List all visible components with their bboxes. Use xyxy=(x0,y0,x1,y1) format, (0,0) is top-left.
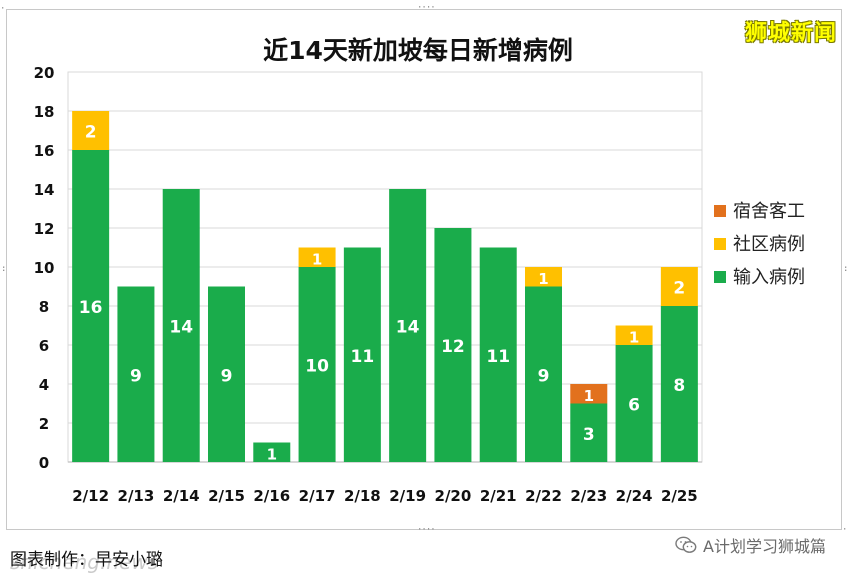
wechat-account-name: A计划学习狮城篇 xyxy=(703,537,826,556)
resize-handle-right[interactable]: : xyxy=(843,264,849,274)
x-tick-label: 2/19 xyxy=(389,487,426,505)
data-label: 2 xyxy=(85,123,97,143)
bar-segment xyxy=(389,189,427,462)
wechat-icon xyxy=(675,536,697,554)
bar-segment xyxy=(434,228,472,462)
bar-segment xyxy=(72,150,110,462)
resize-handle-bottom-right[interactable]: · xyxy=(842,525,848,535)
data-label: 9 xyxy=(130,366,142,386)
data-label: 11 xyxy=(351,347,375,367)
bar-segment xyxy=(615,345,653,462)
data-label: 1 xyxy=(312,250,322,268)
bar-segment xyxy=(298,247,336,267)
bar-segment xyxy=(298,267,336,462)
bar-segment xyxy=(162,189,200,462)
y-tick-label: 20 xyxy=(34,64,55,82)
x-tick-label: 2/17 xyxy=(299,487,336,505)
y-tick-label: 10 xyxy=(34,259,55,277)
site-watermark: shicheng.news xyxy=(10,550,159,574)
legend-label: 输入病例 xyxy=(733,267,805,288)
bar-segment xyxy=(660,306,698,462)
y-tick-label: 12 xyxy=(34,220,55,238)
bar-segment xyxy=(525,267,562,287)
legend-swatch xyxy=(714,205,726,217)
resize-handle-left[interactable]: : xyxy=(1,264,7,274)
bar-segment xyxy=(479,247,517,462)
bar-segment xyxy=(253,442,291,462)
data-label: 16 xyxy=(79,298,103,318)
data-label: 9 xyxy=(538,366,550,386)
bar-segment xyxy=(72,111,110,150)
x-tick-label: 2/15 xyxy=(208,487,245,505)
data-label: 6 xyxy=(628,396,640,416)
chart-credit: 图表制作：早安小璐 xyxy=(10,550,163,570)
y-tick-label: 0 xyxy=(39,454,49,472)
data-label: 11 xyxy=(486,347,510,367)
resize-handle-top-left[interactable]: · xyxy=(0,4,6,14)
data-label: 14 xyxy=(169,318,193,338)
data-label: 1 xyxy=(584,387,594,405)
bar-segment xyxy=(570,384,608,404)
legend-label: 社区病例 xyxy=(733,234,805,255)
y-tick-label: 6 xyxy=(39,337,49,355)
chart: 近14天新加坡每日新增病例024681012141618201622/1292/… xyxy=(34,36,805,505)
resize-handle-bottom[interactable]: ···· xyxy=(417,525,436,535)
x-tick-label: 2/21 xyxy=(480,487,517,505)
x-tick-label: 2/25 xyxy=(661,487,698,505)
x-tick-label: 2/13 xyxy=(118,487,155,505)
x-tick-label: 2/24 xyxy=(616,487,653,505)
bar-segment xyxy=(525,286,562,462)
chart-title: 近14天新加坡每日新增病例 xyxy=(263,36,573,65)
y-tick-label: 14 xyxy=(34,181,55,199)
bar-segment xyxy=(660,267,698,306)
legend-label: 宿舍客工 xyxy=(733,201,805,222)
bar-segment xyxy=(208,286,245,462)
wechat-account: A计划学习狮城篇 xyxy=(675,533,826,557)
data-label: 1 xyxy=(538,270,548,288)
y-tick-label: 2 xyxy=(39,415,49,433)
data-label: 1 xyxy=(267,445,277,463)
y-tick-label: 4 xyxy=(39,376,49,394)
data-label: 8 xyxy=(673,376,685,396)
bar-segment xyxy=(615,325,653,345)
brand-logo-text: 狮城新闻 xyxy=(744,21,837,46)
x-tick-label: 2/23 xyxy=(570,487,607,505)
y-tick-label: 16 xyxy=(34,142,55,160)
y-tick-label: 8 xyxy=(39,298,49,316)
resize-handle-top[interactable]: ···· xyxy=(417,3,436,13)
data-label: 14 xyxy=(396,318,420,338)
x-tick-label: 2/14 xyxy=(163,487,200,505)
legend-swatch xyxy=(714,271,726,283)
x-tick-label: 2/20 xyxy=(435,487,472,505)
bar-segment xyxy=(570,403,608,462)
bar-segment xyxy=(117,286,155,462)
data-label: 10 xyxy=(305,357,329,377)
data-label: 1 xyxy=(629,328,639,346)
y-tick-label: 18 xyxy=(34,103,55,121)
data-label: 9 xyxy=(221,366,233,386)
legend-swatch xyxy=(714,238,726,250)
x-tick-label: 2/18 xyxy=(344,487,381,505)
x-tick-label: 2/22 xyxy=(525,487,562,505)
data-label: 2 xyxy=(673,279,685,299)
x-tick-label: 2/12 xyxy=(72,487,109,505)
data-label: 12 xyxy=(441,337,465,357)
data-label: 3 xyxy=(583,425,595,445)
bar-segment xyxy=(343,247,381,462)
x-tick-label: 2/16 xyxy=(253,487,290,505)
